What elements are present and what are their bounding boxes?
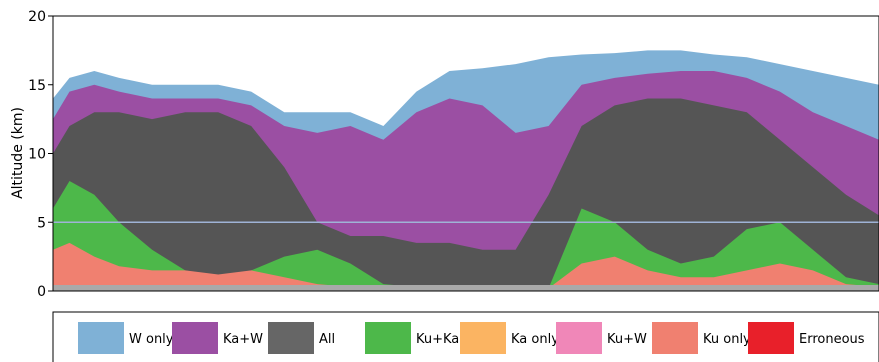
legend-item-ka-w: Ka+W xyxy=(172,322,263,354)
legend-swatch xyxy=(556,322,602,354)
legend-label: All xyxy=(319,332,335,347)
legend-label: Ka+W xyxy=(223,332,263,347)
series-area-ku-ka xyxy=(53,181,879,291)
legend-label: Erroneous xyxy=(799,332,865,347)
legend-item-ku-ka: Ku+Ka xyxy=(365,322,459,354)
legend-item-ku-w: Ku+W xyxy=(556,322,647,354)
plot-area xyxy=(53,50,879,291)
legend-item-ka-only: Ka only xyxy=(460,322,559,354)
legend-swatch xyxy=(268,322,314,354)
legend-label: W only xyxy=(129,332,174,347)
series-area-all xyxy=(53,98,879,291)
legend-label: Ku+Ka xyxy=(416,332,459,347)
legend: W only Ka+W All Ku+Ka Ka only Ku+W Ku only Erro… xyxy=(78,322,865,354)
legend-swatch xyxy=(748,322,794,354)
ground-strip xyxy=(53,285,879,291)
y-axis-label: Altitude (km) xyxy=(10,107,26,199)
y-tick-label: 15 xyxy=(28,78,46,94)
legend-swatch xyxy=(460,322,506,354)
y-tick-label: 5 xyxy=(37,215,46,231)
y-axis: 0 5 10 15 20 xyxy=(28,9,53,300)
legend-item-erroneous: Erroneous xyxy=(748,322,865,354)
legend-swatch xyxy=(652,322,698,354)
legend-swatch xyxy=(78,322,124,354)
legend-label: Ka only xyxy=(511,332,559,347)
y-tick-label: 10 xyxy=(28,147,46,163)
series-area-ku-only xyxy=(53,242,879,291)
legend-item-ku-only: Ku only xyxy=(652,322,751,354)
legend-label: Ku+W xyxy=(607,332,647,347)
legend-item-w-only: W only xyxy=(78,322,174,354)
legend-swatch xyxy=(365,322,411,354)
legend-label: Ku only xyxy=(703,332,751,347)
legend-item-all: All xyxy=(268,322,335,354)
y-tick-label: 20 xyxy=(28,9,46,25)
legend-swatch xyxy=(172,322,218,354)
y-tick-label: 0 xyxy=(37,284,46,300)
